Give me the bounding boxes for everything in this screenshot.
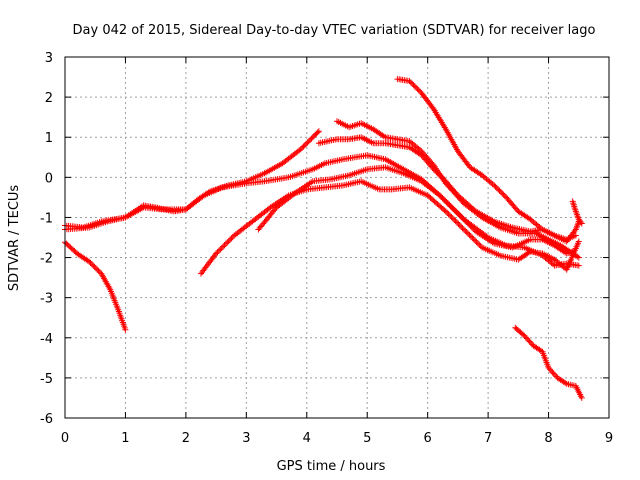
series-track-11 xyxy=(512,324,585,401)
series-track-9 xyxy=(394,76,582,245)
series-markers xyxy=(394,76,582,245)
x-axis-label: GPS time / hours xyxy=(277,459,386,474)
y-tick-label: -4 xyxy=(40,332,53,347)
y-tick-label: -3 xyxy=(40,292,53,307)
x-tick-label: 4 xyxy=(303,431,311,446)
series-markers xyxy=(512,324,585,401)
x-tick-label: 1 xyxy=(121,431,129,446)
y-tick-label: -5 xyxy=(40,372,53,387)
x-tick-label: 3 xyxy=(242,431,250,446)
y-tick-label: -1 xyxy=(40,211,53,226)
y-tick-label: 0 xyxy=(45,171,53,186)
x-tick-label: 0 xyxy=(61,431,69,446)
x-tick-label: 5 xyxy=(363,431,371,446)
y-tick-label: 3 xyxy=(45,51,53,66)
series-track-6 xyxy=(255,164,576,257)
series-track-10 xyxy=(569,198,585,227)
axis-ticks: 0 1 2 3 4 5 6 7 8 9 -6 -5 -4 -3 -2 -1 0 1 2 3 xyxy=(40,51,613,446)
chart-title: Day 042 of 2015, Sidereal Day-to-day VTE… xyxy=(73,23,596,38)
y-axis-label: SDTVAR / TECUs xyxy=(7,185,22,292)
y-tick-label: -2 xyxy=(40,252,53,267)
x-tick-label: 7 xyxy=(484,431,492,446)
x-tick-label: 6 xyxy=(424,431,432,446)
series-track-5 xyxy=(198,178,582,277)
data-points xyxy=(62,76,585,401)
y-tick-label: -6 xyxy=(40,412,53,427)
series-markers xyxy=(255,164,576,257)
x-tick-label: 9 xyxy=(605,431,613,446)
series-markers xyxy=(198,178,582,277)
x-tick-label: 8 xyxy=(544,431,552,446)
series-markers xyxy=(569,198,585,227)
y-tick-label: 2 xyxy=(45,91,53,106)
grid-lines xyxy=(65,57,609,418)
plot-frame xyxy=(64,56,610,419)
y-tick-label: 1 xyxy=(45,131,53,146)
x-tick-label: 2 xyxy=(182,431,190,446)
